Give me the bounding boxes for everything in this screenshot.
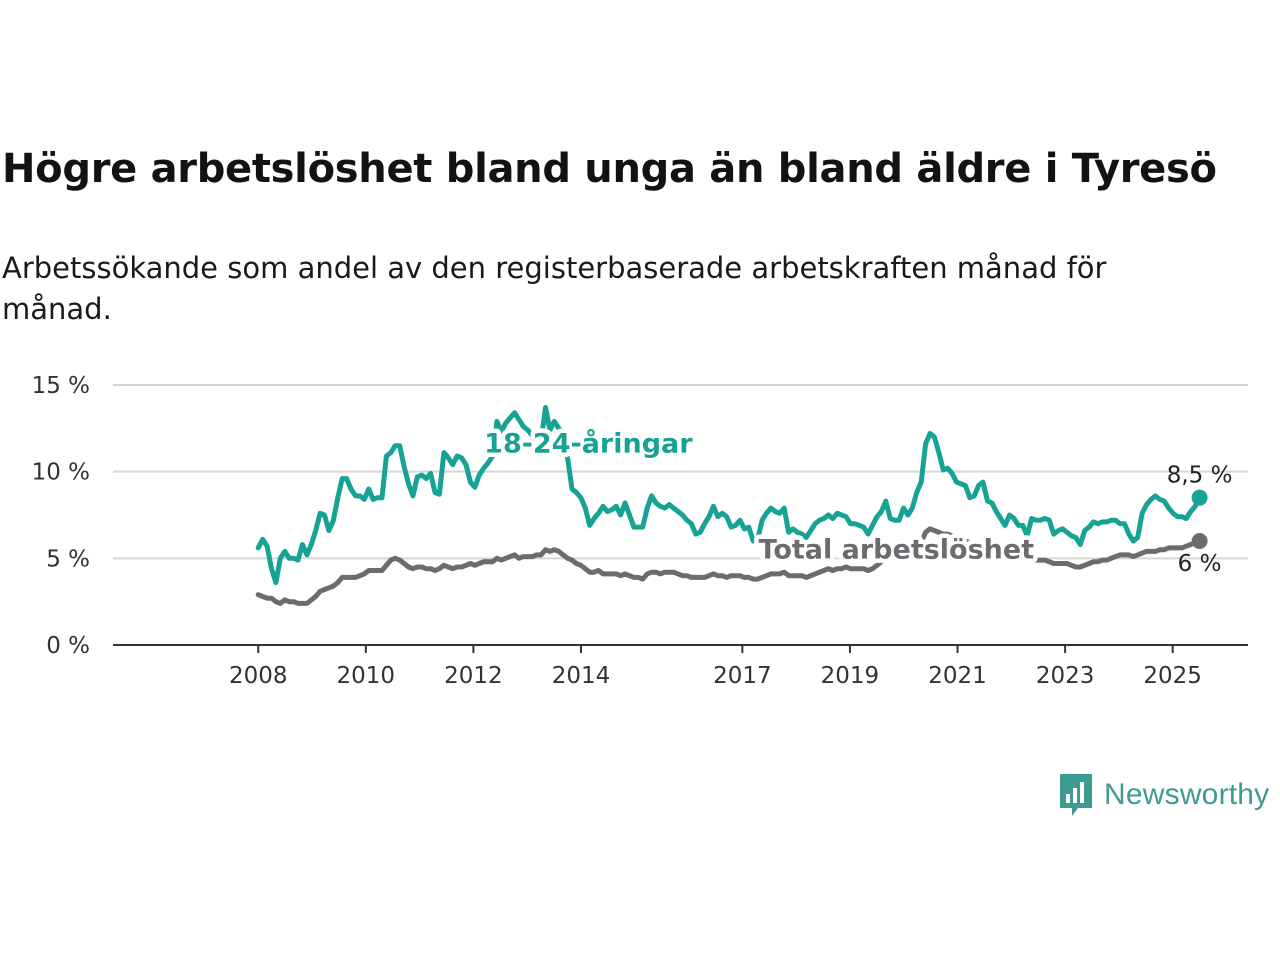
end-value-label: 6 %	[1178, 551, 1222, 577]
series-line-2	[255, 526, 1203, 606]
end-markers: 8,5 % 6 %	[1167, 463, 1233, 577]
y-tick-label: 15 %	[32, 373, 90, 399]
x-tick-label: 2019	[821, 663, 880, 689]
series-label: 18-24-åringar	[484, 428, 693, 460]
chart-subtitle: Arbetssökande som andel av den registerb…	[2, 251, 1107, 326]
chart-title: Högre arbetslöshet bland unga än bland ä…	[2, 146, 1217, 192]
brand-logo: Newsworthy	[1058, 772, 1269, 818]
end-marker	[1191, 533, 1208, 549]
x-tick-label: 2021	[928, 663, 987, 689]
series-lines	[255, 405, 1203, 606]
grid-lines	[113, 384, 1248, 560]
brand-name: Newsworthy	[1104, 778, 1270, 811]
y-axis: 0 % 5 % 10 % 15 %	[32, 373, 90, 659]
y-tick-label: 10 %	[32, 460, 90, 486]
x-axis: 2008 2010 2012 2014 2017 2019 2021 2023 2025	[113, 644, 1248, 689]
x-tick-label: 2025	[1143, 663, 1202, 689]
end-value-label: 8,5 %	[1167, 463, 1233, 489]
x-tick-label: 2014	[552, 663, 611, 689]
end-marker	[1191, 489, 1208, 506]
series-label-halo: 18-24-åringar	[484, 428, 693, 460]
x-tick-label: 2010	[337, 663, 396, 689]
line-chart: 0 %5 %10 %15 % 2008 2010 2012 2014 2017 2019 2…	[32, 373, 1248, 689]
newsworthy-logo-icon	[1060, 774, 1092, 816]
y-tick-label: 0 %	[46, 633, 90, 659]
x-tick-label: 2008	[229, 663, 288, 689]
x-tick-label: 2023	[1036, 663, 1095, 689]
x-tick-label: 2017	[713, 663, 772, 689]
x-tick-label: 2012	[444, 663, 503, 689]
series-label: Total arbetslöshet	[758, 534, 1034, 565]
y-tick-label: 5 %	[46, 546, 90, 572]
series-label-halo: Total arbetslöshet	[758, 534, 1034, 565]
series-line-1	[255, 405, 1203, 586]
